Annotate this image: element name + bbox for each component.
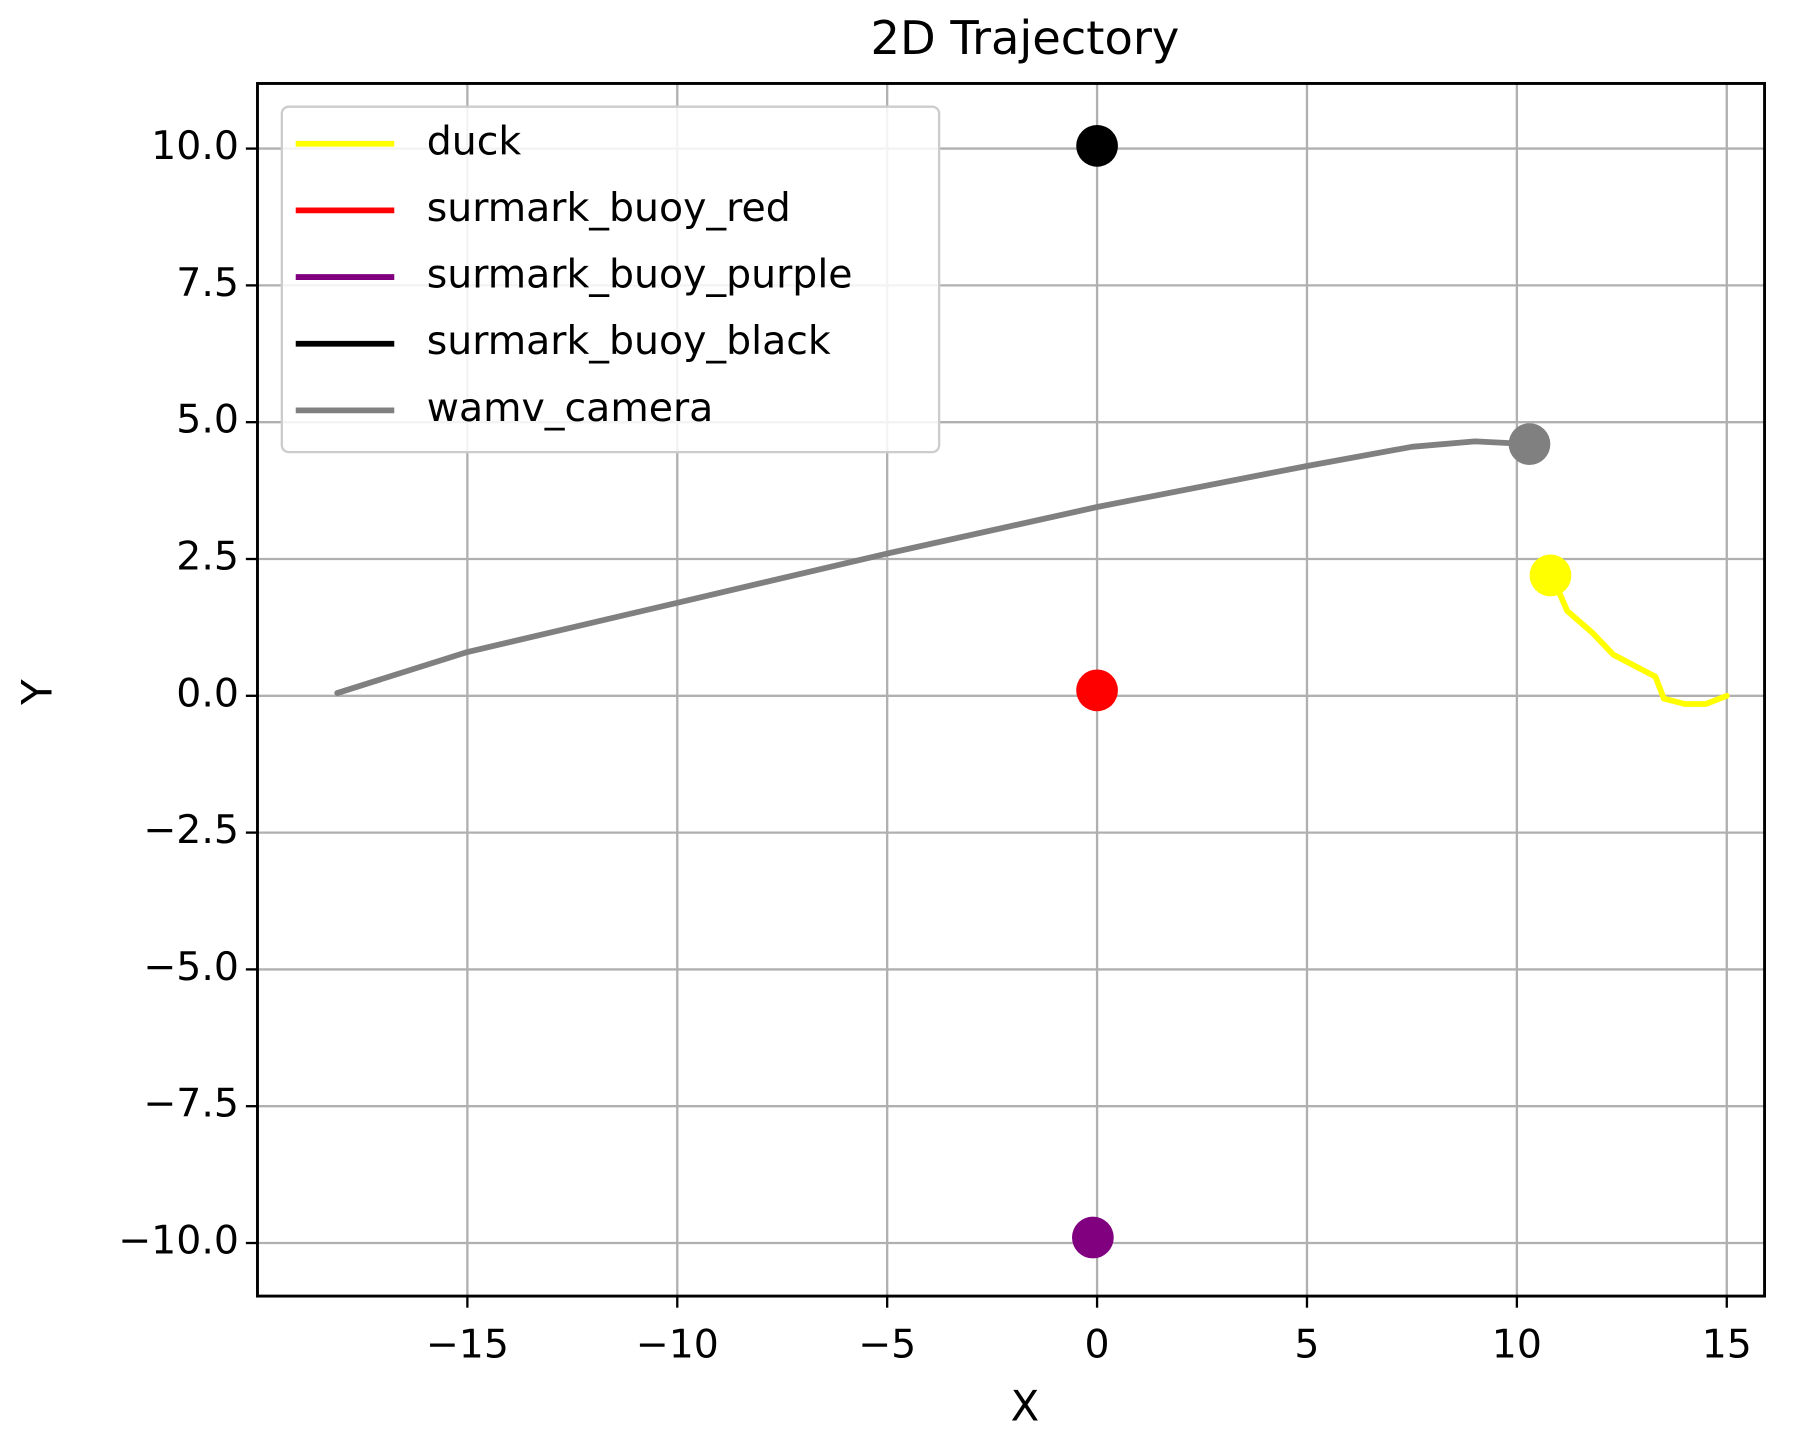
x-tick-label: 0 xyxy=(1085,1322,1110,1368)
y-axis-label: Y xyxy=(13,679,62,706)
legend-label: wamv_camera xyxy=(427,385,714,431)
end-marker xyxy=(1076,669,1118,712)
end-marker xyxy=(1508,423,1551,465)
y-tick-label: 10.0 xyxy=(151,123,239,169)
y-tick-label: −10.0 xyxy=(118,1218,239,1264)
y-tick-label: −7.5 xyxy=(143,1081,239,1127)
trajectory-line xyxy=(1547,572,1730,707)
x-tick-label: 15 xyxy=(1702,1322,1752,1368)
y-tick-label: 2.5 xyxy=(176,533,239,579)
y-tick-label: 0.0 xyxy=(176,670,239,716)
trajectory-line xyxy=(334,438,1533,696)
end-marker xyxy=(1076,124,1118,167)
legend-label: surmark_buoy_red xyxy=(427,185,791,231)
x-tick-label: −10 xyxy=(636,1322,719,1368)
end-marker xyxy=(1072,1216,1114,1259)
x-axis-label: X xyxy=(1011,1382,1040,1431)
y-tick-label: −2.5 xyxy=(143,807,239,853)
y-tick-label: 5.0 xyxy=(176,397,239,443)
end-marker xyxy=(1529,554,1572,597)
x-tick-label: 5 xyxy=(1294,1322,1319,1368)
legend-label: duck xyxy=(427,118,522,164)
plot-frame xyxy=(256,82,1767,1298)
legend-box xyxy=(280,105,941,454)
legend-label: surmark_buoy_purple xyxy=(427,252,853,298)
chart-title: 2D Trajectory xyxy=(871,11,1180,65)
y-tick-label: −5.0 xyxy=(143,944,239,990)
legend: duck surmark_buoy_red surmark_buoy_purples… xyxy=(280,105,941,454)
x-tick-label: −15 xyxy=(426,1322,509,1368)
legend-label: surmark_buoy_black xyxy=(427,318,831,364)
x-tick-label: 10 xyxy=(1492,1322,1542,1368)
y-tick-label: 7.5 xyxy=(176,260,239,306)
x-tick-label: −5 xyxy=(858,1322,916,1368)
